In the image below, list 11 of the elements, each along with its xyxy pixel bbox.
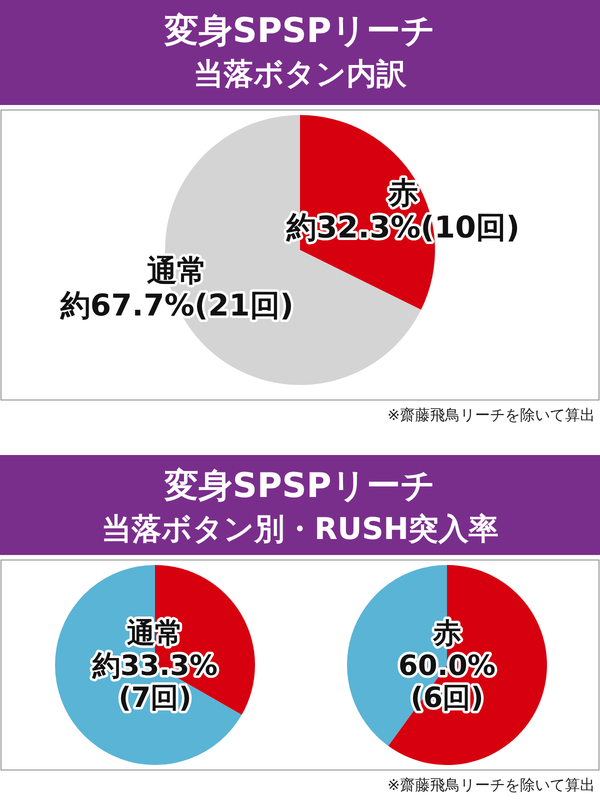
chart-subtitle: 当落ボタン内訳 [194, 57, 408, 92]
slice-label: 赤 [387, 176, 418, 211]
text: ※齋藤飛鳥リーチを除いて算出 [387, 406, 595, 424]
data-label: 約67.7%(21回) [59, 288, 294, 324]
chart-title: 変身SPSPリーチ [164, 466, 436, 506]
chart-title: 変身SPSPリーチ [164, 11, 436, 51]
chart-subtitle: 当落ボタン別・RUSH突入率 [101, 512, 499, 547]
slice-label: 赤 [432, 616, 461, 650]
slice-label: 通常 [127, 616, 183, 650]
text: ※齋藤飛鳥リーチを除いて算出 [387, 776, 595, 794]
slice-label: 通常 [146, 254, 207, 290]
